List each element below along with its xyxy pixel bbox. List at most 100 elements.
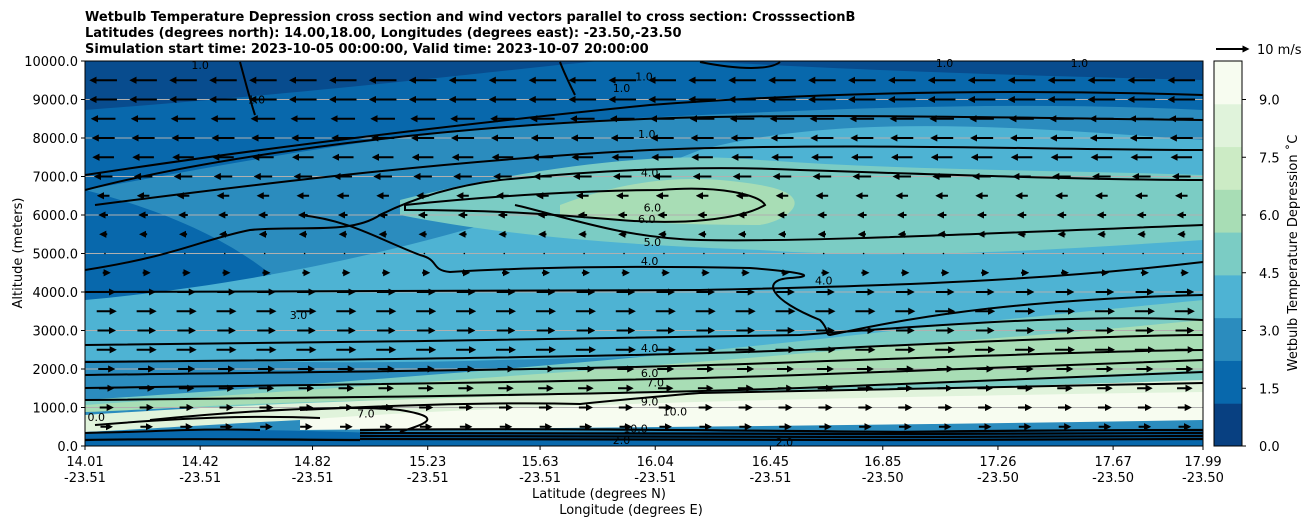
contour-label: 1.0 (613, 82, 631, 95)
wind-vector (902, 252, 905, 255)
x-tick-label-lat: 17.26 (979, 455, 1016, 470)
colorbar-band (1214, 360, 1242, 404)
contour-label: 2.0 (613, 434, 631, 447)
field-band-lower-green (85, 320, 1203, 412)
y-tick-label: 10000.0 (24, 55, 78, 70)
colorbar-bands (1214, 61, 1242, 447)
title-line: Latitudes (degrees north): 14.00,18.00, … (85, 26, 682, 41)
contour-line (299, 382, 1203, 411)
y-tick-label: 4000.0 (33, 286, 79, 301)
contour-line (85, 438, 361, 442)
colorbar-label: Wetbulb Temperature Depression ˚C (1285, 135, 1301, 372)
y-tick-label: 8000.0 (33, 132, 79, 147)
colorbar-band (1214, 232, 1242, 276)
colorbar-tick-label: 3.0 (1259, 325, 1280, 340)
x-tick-label-lat: 17.67 (1095, 455, 1132, 470)
contour-labels: 1.01.01.01.01.01.0 1.04.06.06.05.04.04.03… (87, 57, 1088, 449)
wind-vectors (89, 76, 1196, 431)
contour-line (359, 431, 1203, 436)
contour-label: 6.0 (638, 213, 656, 226)
x-axis-label-lat: Latitude (degrees N) (532, 487, 666, 502)
contour-label: 0.0 (87, 411, 105, 424)
colorbar-tick-label: 7.5 (1259, 151, 1280, 166)
contour-label: 4.0 (641, 167, 659, 180)
contour-label: 3.0 (290, 309, 308, 322)
wind-vector (383, 252, 386, 255)
x-tick-label-lon: -23.51 (64, 471, 106, 486)
contour-label: 1.0 (635, 70, 653, 83)
y-axis: 0.0 1000.0 2000.0 3000.0 4000.0 5000.0 6000.0 7… (24, 55, 85, 455)
colorbar-tick-label: 9.0 (1259, 94, 1280, 109)
contour-line (559, 61, 576, 96)
contour-label: 7.0 (646, 376, 664, 389)
x-tick-label-lat: 16.45 (752, 455, 789, 470)
contour-line (85, 359, 1203, 389)
chart-title: Wetbulb Temperature Depression cross sec… (85, 10, 855, 57)
contour-label: 1.0 (638, 128, 656, 141)
contour-line (359, 434, 1203, 439)
contour-label: 1.0 (191, 59, 209, 72)
x-tick-label-lat: 17.99 (1184, 455, 1221, 470)
colorbar-tick-label: 0.0 (1259, 440, 1280, 455)
contour-line (359, 437, 1203, 442)
y-tick-label: 5000.0 (33, 248, 79, 263)
field-band-mid-teal (400, 157, 1203, 255)
contour-line (699, 61, 781, 69)
y-tick-label: 9000.0 (33, 94, 79, 109)
contour-label: 6.0 (641, 367, 659, 380)
wind-vector (623, 252, 625, 255)
colorbar-band (1214, 61, 1242, 105)
contour-line (239, 61, 256, 116)
colorbar-band (1214, 403, 1242, 447)
contour-label: 1.0 (248, 94, 266, 107)
contour-label: 1.0 (1071, 57, 1089, 70)
wind-vector (583, 252, 585, 255)
wind-vector (1102, 252, 1104, 255)
x-tick-label-lon: -23.50 (1182, 471, 1224, 486)
contour-label: 6.0 (644, 201, 662, 214)
contour-label: 10.0 (663, 405, 688, 418)
colorbar-band (1214, 103, 1242, 148)
contour-label: 9.0 (641, 396, 659, 409)
wind-vector (503, 252, 506, 255)
contour-label: 10.0 (623, 423, 648, 436)
wind-vector (463, 252, 466, 255)
wind-vector (862, 252, 865, 255)
x-tick-label-lon: -23.51 (292, 471, 334, 486)
quiver-key-label: 10 m/s (1257, 43, 1302, 58)
surface-contours (85, 428, 1203, 442)
wind-vector (942, 252, 945, 255)
wind-vector (822, 252, 825, 255)
wind-vector (543, 252, 545, 255)
wind-vector (982, 252, 985, 255)
x-tick-label-lon: -23.51 (179, 471, 221, 486)
contour-line (85, 317, 1203, 346)
x-tick-label-lon: -23.50 (862, 471, 904, 486)
y-tick-label: 0.0 (57, 440, 78, 455)
x-tick-label-lon: -23.51 (519, 471, 561, 486)
x-tick-label-lat: 15.23 (409, 455, 446, 470)
wind-vector (343, 252, 346, 255)
colorbar-ticks: 0.0 1.5 3.0 4.5 6.0 7.5 9.0 (1242, 94, 1280, 455)
contour-line (299, 214, 1203, 337)
contour-line (94, 145, 1203, 206)
contour-label: 1.0 (936, 57, 954, 70)
contour-line (94, 415, 321, 426)
contour-label: 7.0 (357, 407, 375, 420)
wind-vector (663, 252, 665, 255)
colorbar-band (1214, 146, 1242, 190)
x-tick-label-lon: -23.51 (407, 471, 449, 486)
colorbar-band (1214, 317, 1242, 361)
y-tick-label: 3000.0 (33, 325, 79, 340)
wind-vector (1142, 252, 1144, 255)
x-tick-label-lon: -23.51 (634, 471, 676, 486)
colorbar-tick-label: 6.0 (1259, 209, 1280, 224)
colorbar-tick-label: 4.5 (1259, 267, 1280, 282)
contour-line (85, 428, 261, 434)
y-tick-label: 1000.0 (33, 402, 79, 417)
wind-vector (1022, 252, 1025, 255)
contour-line (514, 204, 1203, 242)
x-tick-label-lon: -23.50 (1092, 471, 1134, 486)
x-tick-label-lat: 15.63 (521, 455, 558, 470)
